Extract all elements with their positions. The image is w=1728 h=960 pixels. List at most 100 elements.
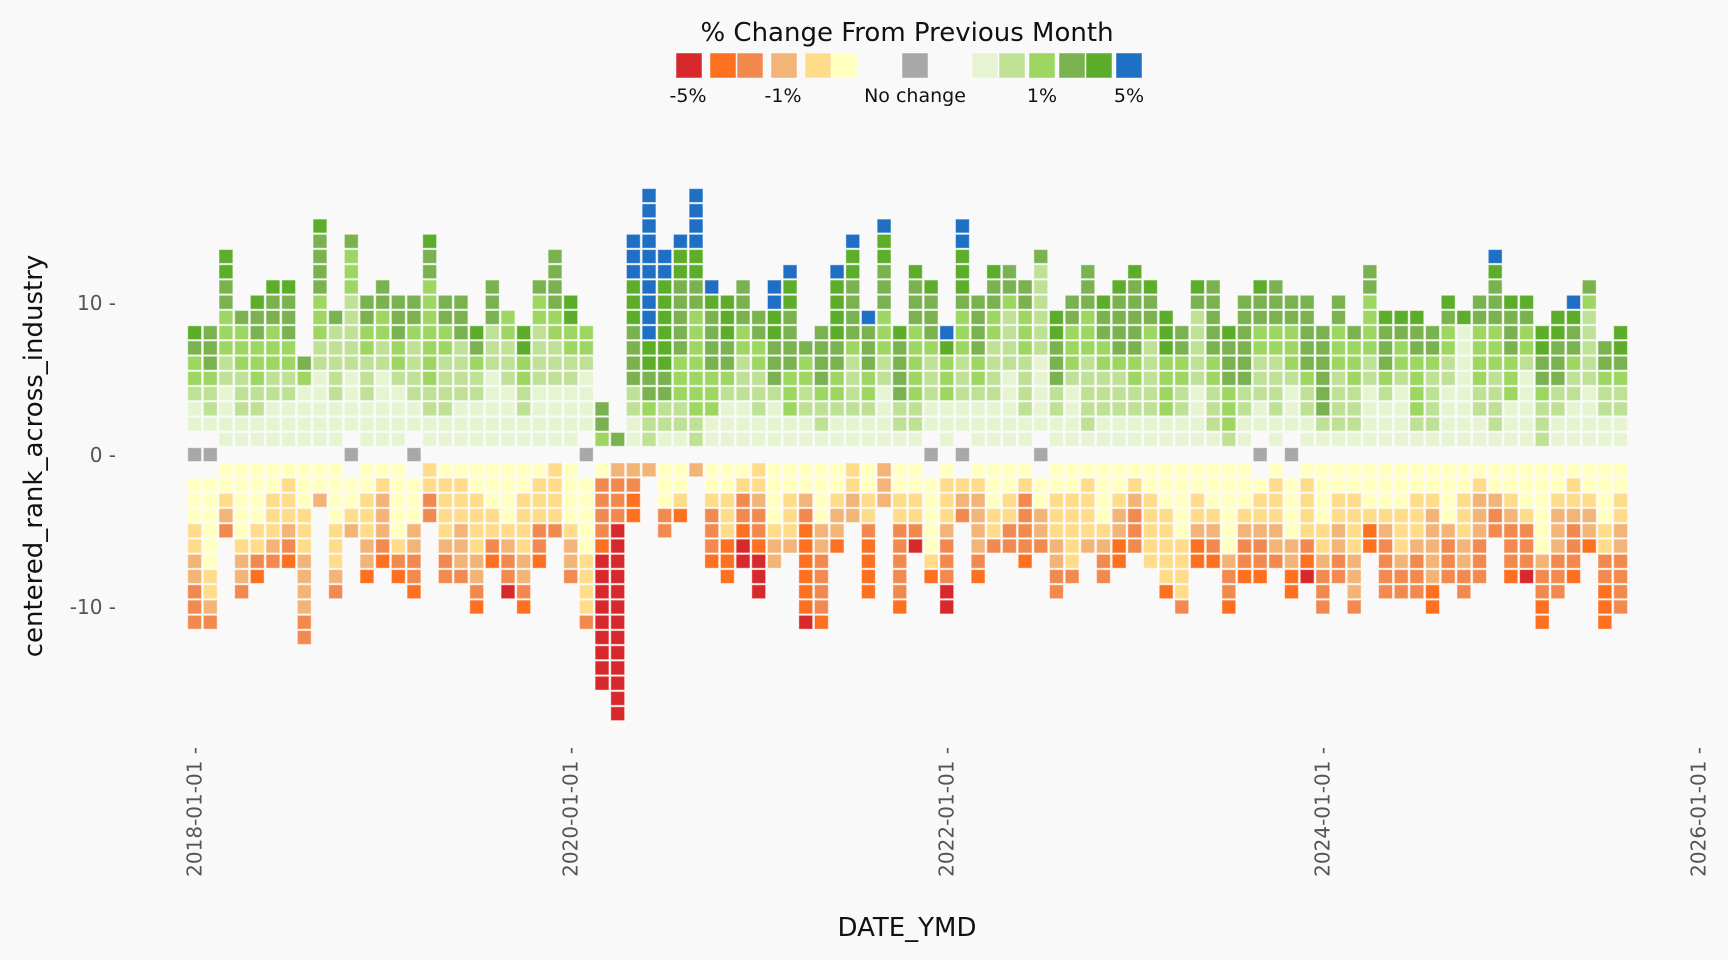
cell-month-52-rank--3 bbox=[1002, 492, 1017, 508]
cell-month-69-rank-4 bbox=[1268, 386, 1284, 402]
cell-month-40-rank-1 bbox=[814, 431, 829, 447]
cell-month-33-rank-1 bbox=[704, 431, 720, 447]
cell-month-21-rank-7 bbox=[516, 340, 532, 356]
cell-month-8-rank-7 bbox=[312, 340, 328, 356]
cell-month-59-rank--5 bbox=[1111, 523, 1127, 539]
cell-month-40-rank--9 bbox=[814, 584, 829, 600]
cell-month-33-rank-7 bbox=[704, 340, 720, 356]
cell-month-81-rank-3 bbox=[1456, 401, 1472, 417]
cell-month-63-rank-1 bbox=[1174, 431, 1190, 447]
cell-month-48-rank-4 bbox=[939, 386, 955, 402]
cell-month-64-rank-8 bbox=[1190, 325, 1205, 341]
cell-month-73-rank-7 bbox=[1331, 340, 1346, 356]
cell-month-14-rank-7 bbox=[406, 340, 422, 356]
cell-month-80-rank--4 bbox=[1440, 508, 1456, 523]
cell-month-1-rank--8 bbox=[202, 569, 218, 584]
cell-month-40-rank-6 bbox=[814, 355, 829, 371]
cell-month-20-rank-4 bbox=[500, 386, 516, 402]
cell-month-77-rank--8 bbox=[1393, 569, 1409, 584]
cell-month-21-rank-6 bbox=[516, 355, 532, 371]
cell-month-47-rank-10 bbox=[923, 294, 939, 310]
cell-month-8-rank-11 bbox=[312, 279, 328, 295]
cell-month-10-rank--2 bbox=[343, 477, 359, 493]
cell-month-15-rank-11 bbox=[422, 279, 438, 295]
legend-swatch-l bbox=[1085, 52, 1113, 79]
cell-month-62-rank-1 bbox=[1158, 431, 1174, 447]
cell-month-39-rank-1 bbox=[798, 431, 814, 447]
cell-month-16-rank--6 bbox=[437, 538, 453, 554]
cell-month-68-rank-6 bbox=[1252, 355, 1268, 371]
cell-month-43-rank-1 bbox=[861, 431, 876, 447]
cell-month-21-rank--6 bbox=[516, 538, 532, 554]
cell-month-53-rank--3 bbox=[1017, 492, 1033, 508]
cell-month-6-rank--5 bbox=[281, 523, 297, 539]
cell-month-27-rank--13 bbox=[610, 645, 626, 661]
cell-month-75-rank-8 bbox=[1362, 325, 1378, 341]
cell-month-8-rank-9 bbox=[312, 310, 328, 325]
cell-month-56-rank-3 bbox=[1064, 401, 1080, 417]
cell-month-14-rank-9 bbox=[406, 310, 422, 325]
cell-month-54-rank-4 bbox=[1033, 386, 1049, 402]
cell-month-78-rank-9 bbox=[1409, 310, 1425, 325]
cell-month-40-rank-2 bbox=[814, 416, 829, 432]
cell-month-54-rank-2 bbox=[1033, 416, 1049, 432]
cell-month-65-rank-3 bbox=[1205, 401, 1221, 417]
cell-month-65-rank-11 bbox=[1205, 279, 1221, 295]
cell-month-32-rank-6 bbox=[688, 355, 704, 371]
cell-month-8-rank--3 bbox=[312, 492, 328, 508]
cell-month-90-rank-3 bbox=[1597, 401, 1613, 417]
legend-swatch-a bbox=[675, 52, 703, 79]
cell-month-9-rank-2 bbox=[328, 416, 344, 432]
cell-month-9-rank-7 bbox=[328, 340, 344, 356]
cell-month-4-rank--1 bbox=[249, 462, 265, 478]
cell-month-74-rank--8 bbox=[1346, 569, 1362, 584]
cell-month-82-rank-3 bbox=[1472, 401, 1487, 417]
cell-month-46-rank-6 bbox=[908, 355, 923, 371]
x-tick-label: 2026-01-01 - bbox=[1687, 747, 1711, 877]
cell-month-69-rank--1 bbox=[1268, 462, 1284, 478]
cell-month-18-rank-1 bbox=[469, 431, 485, 447]
cell-month-47-rank-5 bbox=[923, 371, 939, 386]
cell-month-65-rank--4 bbox=[1205, 508, 1221, 523]
cell-month-59-rank-9 bbox=[1111, 310, 1127, 325]
cell-month-8-rank-3 bbox=[312, 401, 328, 417]
cell-month-51-rank-9 bbox=[986, 310, 1002, 325]
cell-month-83-rank-7 bbox=[1487, 340, 1503, 356]
cell-month-14-rank--5 bbox=[406, 523, 422, 539]
cell-month-35-rank-10 bbox=[735, 294, 751, 310]
cell-month-81-rank--1 bbox=[1456, 462, 1472, 478]
cell-month-88-rank-2 bbox=[1566, 416, 1581, 432]
cell-month-41-rank-5 bbox=[829, 371, 845, 386]
cell-month-47-rank--4 bbox=[923, 508, 939, 523]
cell-month-75-rank--6 bbox=[1362, 538, 1378, 554]
cell-month-38-rank-9 bbox=[782, 310, 798, 325]
cell-month-17-rank--3 bbox=[453, 492, 469, 508]
cell-month-52-rank-2 bbox=[1002, 416, 1017, 432]
cell-month-77-rank-2 bbox=[1393, 416, 1409, 432]
cell-month-77-rank--2 bbox=[1393, 477, 1409, 493]
cell-month-7-rank-6 bbox=[296, 355, 312, 371]
cell-month-31-rank-10 bbox=[672, 294, 688, 310]
cell-month-51-rank--1 bbox=[986, 462, 1002, 478]
cell-month-23-rank--2 bbox=[547, 477, 563, 493]
cell-month-11-rank-10 bbox=[359, 294, 375, 310]
cell-month-67-rank--1 bbox=[1237, 462, 1252, 478]
cell-month-70-rank--9 bbox=[1284, 584, 1299, 600]
cell-month-9-rank--6 bbox=[328, 538, 344, 554]
cell-month-30-rank-13 bbox=[657, 249, 673, 264]
cell-month-71-rank-9 bbox=[1299, 310, 1315, 325]
cell-month-83-rank-5 bbox=[1487, 371, 1503, 386]
cell-month-20-rank-7 bbox=[500, 340, 516, 356]
cell-month-43-rank--5 bbox=[861, 523, 876, 539]
cell-month-85-rank--7 bbox=[1519, 553, 1534, 569]
cell-month-76-rank-2 bbox=[1378, 416, 1393, 432]
cell-month-81-rank--7 bbox=[1456, 553, 1472, 569]
cell-month-31-rank--1 bbox=[672, 462, 688, 478]
cell-month-44-rank-10 bbox=[876, 294, 892, 310]
cell-month-43-rank-4 bbox=[861, 386, 876, 402]
x-tick-label: 2018-01-01 - bbox=[183, 747, 207, 877]
cell-month-49-rank-7 bbox=[955, 340, 970, 356]
cell-month-16-rank-1 bbox=[437, 431, 453, 447]
cell-month-50-rank--7 bbox=[970, 553, 986, 569]
cell-month-85-rank-10 bbox=[1519, 294, 1534, 310]
